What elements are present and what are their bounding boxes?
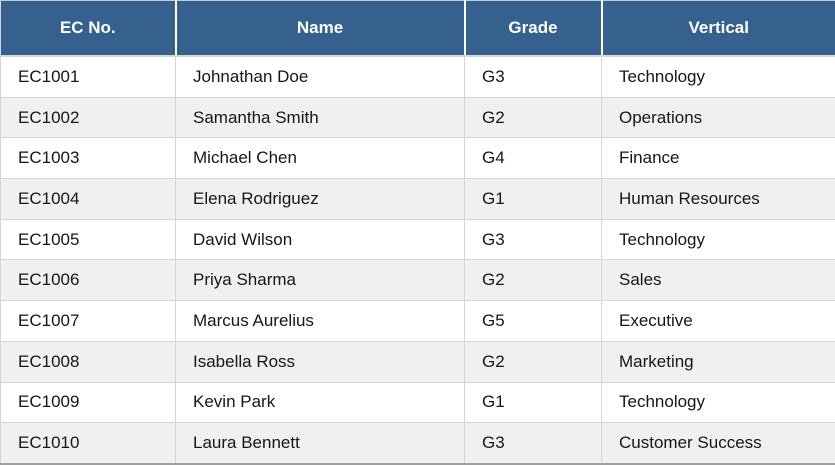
table-row: EC1006 Priya Sharma G2 Sales: [0, 259, 835, 302]
cell-name: Elena Rodriguez: [175, 178, 465, 220]
cell-grade: G2: [464, 340, 602, 383]
cell-grade: G2: [464, 259, 602, 302]
cell-ec-no: EC1006: [0, 259, 176, 302]
cell-vertical: Technology: [601, 55, 835, 98]
table-row: EC1004 Elena Rodriguez G1 Human Resources: [0, 178, 835, 220]
cell-grade: G2: [464, 96, 602, 139]
cell-grade: G1: [464, 381, 602, 424]
cell-grade: G3: [464, 422, 602, 465]
cell-name: Isabella Ross: [175, 340, 465, 383]
table-row: EC1003 Michael Chen G4 Finance: [0, 137, 835, 180]
column-header-grade: Grade: [464, 0, 603, 57]
cell-name: Johnathan Doe: [175, 55, 465, 98]
cell-ec-no: EC1008: [0, 340, 176, 383]
cell-name: Samantha Smith: [175, 96, 465, 139]
table-row: EC1001 Johnathan Doe G3 Technology: [0, 55, 835, 98]
cell-vertical: Technology: [601, 381, 835, 424]
cell-ec-no: EC1002: [0, 96, 176, 139]
cell-vertical: Marketing: [601, 340, 835, 383]
cell-ec-no: EC1007: [0, 300, 176, 342]
table-body: EC1001 Johnathan Doe G3 Technology EC1002 Sam…: [0, 55, 835, 465]
cell-vertical: Technology: [601, 218, 835, 261]
cell-vertical: Finance: [601, 137, 835, 180]
cell-vertical: Human Resources: [601, 178, 835, 220]
cell-ec-no: EC1009: [0, 381, 176, 424]
cell-ec-no: EC1005: [0, 218, 176, 261]
cell-grade: G5: [464, 300, 602, 342]
column-header-name: Name: [175, 0, 466, 57]
cell-ec-no: EC1003: [0, 137, 176, 180]
cell-name: Marcus Aurelius: [175, 300, 465, 342]
cell-name: Kevin Park: [175, 381, 465, 424]
header-row: EC No. Name Grade Vertical: [0, 0, 835, 57]
table-row: EC1002 Samantha Smith G2 Operations: [0, 96, 835, 139]
cell-grade: G3: [464, 218, 602, 261]
table-row: EC1005 David Wilson G3 Technology: [0, 218, 835, 261]
cell-grade: G3: [464, 55, 602, 98]
cell-vertical: Sales: [601, 259, 835, 302]
cell-name: Priya Sharma: [175, 259, 465, 302]
cell-ec-no: EC1010: [0, 422, 176, 465]
column-header-vertical: Vertical: [601, 0, 835, 57]
table-row: EC1007 Marcus Aurelius G5 Executive: [0, 300, 835, 342]
cell-grade: G4: [464, 137, 602, 180]
cell-vertical: Customer Success: [601, 422, 835, 465]
cell-vertical: Operations: [601, 96, 835, 139]
cell-grade: G1: [464, 178, 602, 220]
cell-name: Laura Bennett: [175, 422, 465, 465]
cell-vertical: Executive: [601, 300, 835, 342]
table-header: EC No. Name Grade Vertical: [0, 0, 835, 57]
table-row: EC1010 Laura Bennett G3 Customer Success: [0, 422, 835, 465]
table-row: EC1009 Kevin Park G1 Technology: [0, 381, 835, 424]
cell-name: Michael Chen: [175, 137, 465, 180]
column-header-ec-no: EC No.: [0, 0, 177, 57]
cell-name: David Wilson: [175, 218, 465, 261]
table-row: EC1008 Isabella Ross G2 Marketing: [0, 340, 835, 383]
cell-ec-no: EC1001: [0, 55, 176, 98]
cell-ec-no: EC1004: [0, 178, 176, 220]
